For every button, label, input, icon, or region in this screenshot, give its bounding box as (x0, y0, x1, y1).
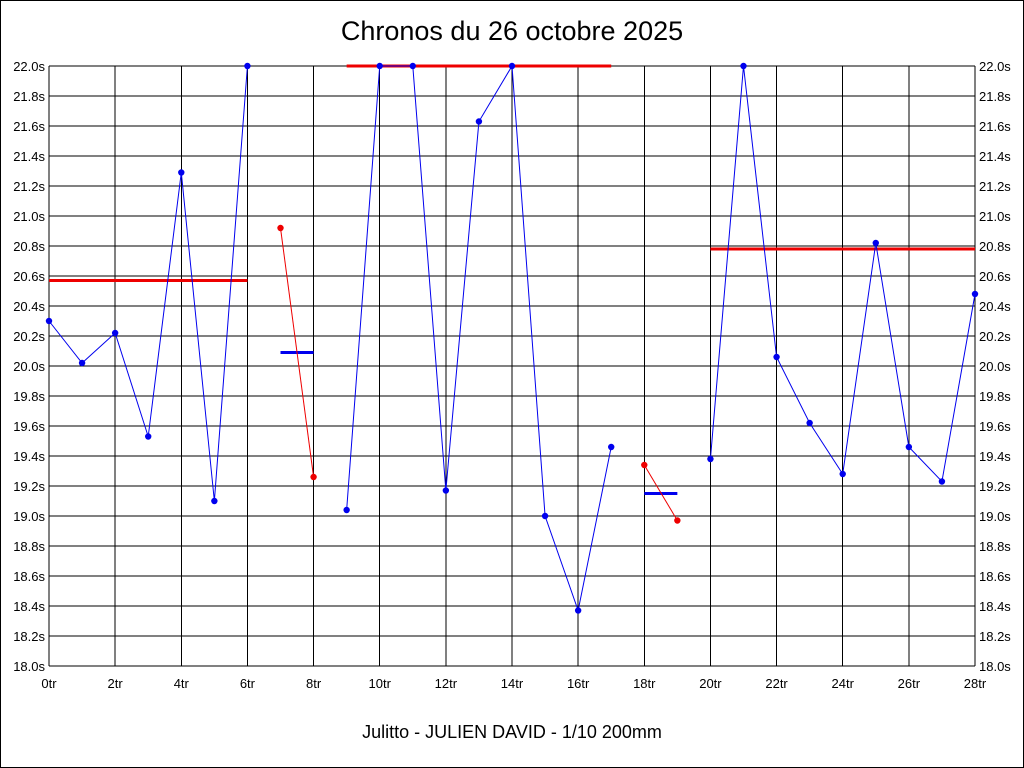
x-tick-label: 6tr (240, 676, 256, 691)
y-tick-label-right: 20.2s (979, 329, 1011, 344)
y-tick-label-left: 19.8s (13, 389, 45, 404)
series-line (346, 64, 612, 613)
series-line (643, 464, 678, 521)
data-point (641, 461, 648, 469)
data-point (872, 239, 879, 247)
y-tick-label-right: 21.8s (979, 89, 1011, 104)
x-tick-label: 4tr (174, 676, 190, 691)
data-point (707, 455, 714, 463)
y-tick-label-left: 19.0s (13, 509, 45, 524)
data-point (806, 419, 813, 427)
x-tick-label: 26tr (898, 676, 921, 691)
y-tick-label-left: 22.0s (13, 59, 45, 74)
y-tick-label-left: 18.2s (13, 629, 45, 644)
data-point (310, 473, 317, 481)
y-tick-label-left: 21.2s (13, 179, 45, 194)
y-tick-label-right: 18.2s (979, 629, 1011, 644)
data-point (244, 62, 251, 70)
chart-title: Chronos du 26 octobre 2025 (340, 16, 684, 46)
data-point (211, 497, 218, 505)
y-tick-label-left: 20.8s (13, 239, 45, 254)
data-point (376, 62, 383, 70)
y-tick-label-right: 21.6s (979, 119, 1011, 134)
x-tick-label: 0tr (41, 676, 57, 691)
y-tick-label-right: 18.6s (979, 569, 1011, 584)
data-point (145, 433, 152, 440)
y-tick-label-left: 18.4s (13, 599, 45, 614)
x-tick-label: 20tr (699, 676, 722, 691)
data-point (740, 62, 747, 70)
data-point (905, 443, 913, 451)
y-tick-label-right: 19.6s (979, 419, 1011, 434)
y-tick-label-right: 19.2s (979, 479, 1011, 494)
chart-footer: Julitto - JULIEN DAVID - 1/10 200mm (362, 722, 662, 742)
y-tick-label-right: 19.0s (979, 509, 1011, 524)
y-tick-label-left: 21.8s (13, 89, 45, 104)
y-tick-label-right: 18.4s (979, 599, 1011, 614)
data-point (574, 607, 582, 614)
x-tick-label: 28tr (964, 676, 987, 691)
x-tick-label: 2tr (108, 676, 124, 691)
y-tick-label-left: 21.0s (13, 209, 45, 224)
y-tick-label-right: 21.0s (979, 209, 1011, 224)
data-point (178, 169, 185, 176)
y-tick-label-right: 22.0s (979, 59, 1011, 74)
data-point (277, 224, 284, 232)
y-tick-label-right: 18.8s (979, 539, 1011, 554)
x-tick-label: 10tr (369, 676, 392, 691)
data-point (508, 62, 516, 70)
x-tick-label: 24tr (832, 676, 855, 691)
y-tick-label-left: 20.4s (13, 299, 45, 314)
y-tick-label-left: 21.4s (13, 149, 45, 164)
data-point (45, 317, 53, 325)
y-tick-label-right: 20.6s (979, 269, 1011, 284)
data-point (608, 443, 615, 451)
data-point (78, 359, 86, 367)
y-tick-label-left: 20.6s (13, 269, 45, 284)
data-point (475, 118, 483, 125)
x-tick-label: 14tr (501, 676, 524, 691)
data-point (409, 62, 416, 70)
data-point (111, 329, 119, 337)
y-tick-label-right: 20.4s (979, 299, 1011, 314)
x-tick-label: 16tr (567, 676, 590, 691)
y-tick-label-left: 19.4s (13, 449, 45, 464)
y-tick-label-right: 21.2s (979, 179, 1011, 194)
y-tick-label-right: 20.0s (979, 359, 1011, 374)
data-point (442, 487, 450, 494)
x-tick-label: 22tr (765, 676, 788, 691)
y-tick-label-right: 19.4s (979, 449, 1011, 464)
data-point (971, 290, 979, 298)
y-tick-label-left: 18.6s (13, 569, 45, 584)
y-tick-label-left: 20.2s (13, 329, 45, 344)
y-tick-label-right: 21.4s (979, 149, 1011, 164)
y-tick-label-right: 20.8s (979, 239, 1011, 254)
y-tick-label-left: 18.8s (13, 539, 45, 554)
y-tick-label-left: 20.0s (13, 359, 45, 374)
y-tick-label-right: 18.0s (979, 659, 1011, 674)
data-point (541, 512, 549, 520)
data-point (938, 478, 946, 485)
y-tick-label-left: 19.2s (13, 479, 45, 494)
x-tick-label: 18tr (633, 676, 656, 691)
x-tick-label: 12tr (435, 676, 458, 691)
x-tick-label: 8tr (306, 676, 322, 691)
data-point (674, 517, 681, 524)
series-line (280, 227, 315, 478)
y-tick-label-left: 21.6s (13, 119, 45, 134)
data-point (343, 506, 350, 514)
y-tick-label-left: 18.0s (13, 659, 45, 674)
data-point (773, 353, 780, 361)
y-tick-label-right: 19.8s (979, 389, 1011, 404)
data-point (839, 470, 846, 478)
y-tick-label-left: 19.6s (13, 419, 45, 434)
